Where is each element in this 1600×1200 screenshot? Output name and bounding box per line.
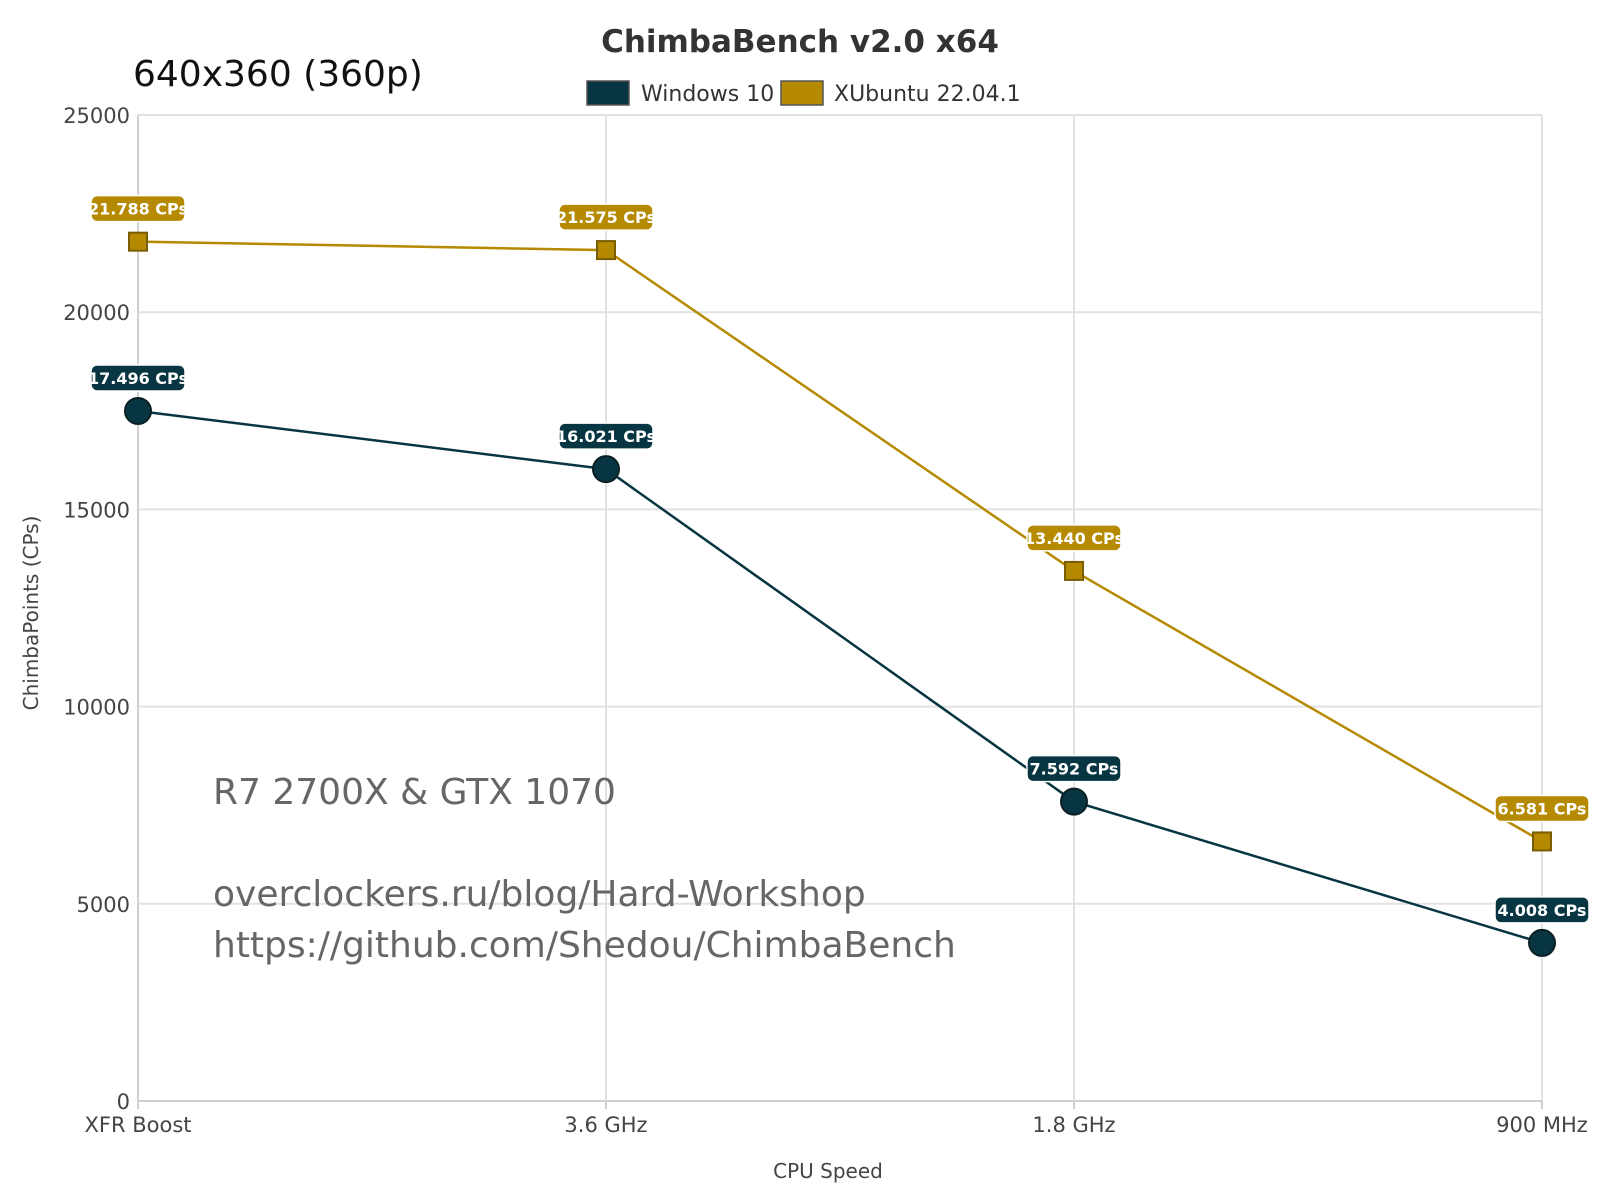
y-tick-label: 0: [117, 1090, 130, 1114]
annotation-text: https://github.com/Shedou/ChimbaBench: [213, 925, 956, 966]
y-tick-label: 15000: [63, 498, 130, 522]
series-line: [137, 240, 1543, 843]
data-label: 7.592 CPs: [1030, 760, 1119, 779]
annotation-text: R7 2700X & GTX 1070: [213, 772, 616, 813]
data-label-box: [1494, 794, 1590, 823]
data-label: 13.440 CPs: [1024, 529, 1124, 548]
series-layer: 17.496 CPs 16.021 CPs 7.592 CPs 4.008 CPs 21…: [88, 194, 1590, 957]
x-tick-label: 3.6 GHz: [564, 1113, 647, 1137]
data-label-box: [558, 203, 654, 231]
data-label: 21.788 CPs: [88, 200, 188, 219]
x-axis-label: CPU Speed: [773, 1159, 883, 1183]
legend: Windows 10 XUbuntu 22.04.1: [586, 80, 1021, 107]
y-tick-label: 5000: [77, 893, 130, 917]
y-axis-label: ChimbaPoints (CPs): [19, 516, 43, 711]
data-label-box: [90, 194, 186, 223]
data-label-box: [90, 364, 186, 392]
data-label-box: [1494, 896, 1590, 924]
series-line: [137, 409, 1543, 945]
data-point: [596, 240, 616, 261]
data-label-box: [1026, 524, 1122, 552]
annotations: R7 2700X & GTX 1070 overclockers.ru/blog/…: [213, 772, 956, 966]
data-point: [124, 396, 152, 425]
legend-swatch: [780, 80, 824, 106]
legend-label: XUbuntu 22.04.1: [834, 82, 1021, 107]
annotation-text: overclockers.ru/blog/Hard-Workshop: [213, 874, 866, 915]
data-point: [592, 455, 620, 484]
data-label: 17.496 CPs: [88, 369, 188, 388]
y-tick-label: 20000: [63, 301, 130, 325]
chart-title: ChimbaBench v2.0 x64: [601, 24, 999, 60]
data-point: [1532, 831, 1552, 852]
data-label: 16.021 CPs: [556, 427, 656, 446]
x-tick-label: 1.8 GHz: [1032, 1113, 1115, 1137]
data-label: 21.575 CPs: [556, 208, 656, 227]
y-tick-label: 10000: [63, 696, 130, 720]
axes: 0 5000 10000 15000 20000 25000 XFR Boost 3.6 GH…: [63, 104, 1588, 1137]
x-tick-label: XFR Boost: [84, 1113, 191, 1137]
series-1: 17.496 CPs 16.021 CPs 7.592 CPs 4.008 CPs: [88, 364, 1590, 957]
legend-label: Windows 10: [641, 82, 774, 107]
data-label-box: [558, 422, 654, 450]
y-tick-label: 25000: [63, 104, 130, 128]
x-tick-label: 900 MHz: [1496, 1113, 1588, 1137]
data-point: [1060, 787, 1088, 816]
data-point: [1528, 928, 1556, 957]
legend-item: Windows 10: [586, 80, 774, 107]
data-label: 6.581 CPs: [1498, 799, 1587, 818]
chart-subtitle: 640x360 (360p): [133, 54, 423, 95]
data-label-box: [1026, 754, 1122, 783]
series-2: 21.788 CPs 21.575 CPs 13.440 CPs 6.581 CPs: [88, 194, 1590, 852]
data-label: 4.008 CPs: [1498, 901, 1587, 920]
data-point: [1064, 560, 1084, 581]
legend-item: XUbuntu 22.04.1: [780, 80, 1021, 107]
data-point: [128, 231, 148, 252]
legend-swatch: [586, 80, 630, 106]
